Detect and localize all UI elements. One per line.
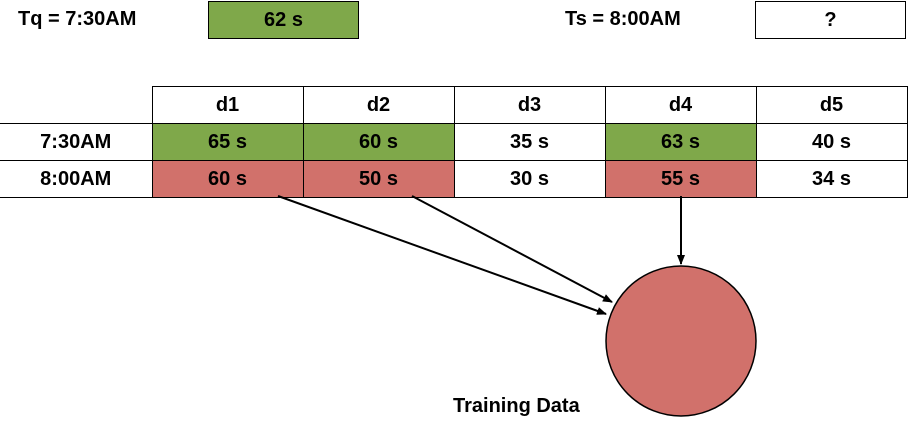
table-cell: 60 s	[151, 160, 304, 198]
row-label: 7:30AM	[0, 123, 153, 161]
tq-label: Tq = 7:30AM	[18, 8, 137, 30]
table-cell: 65 s	[151, 123, 304, 161]
tq-value-box: 62 s	[208, 1, 359, 39]
column-header: d2	[302, 86, 455, 124]
table-corner	[0, 86, 153, 124]
training-data-circle	[605, 265, 757, 417]
table-row: 8:00AM 60 s 50 s 30 s 55 s 34 s	[0, 160, 908, 198]
arrow-d2-to-training	[411, 195, 613, 303]
table-cell: 35 s	[453, 123, 606, 161]
column-header: d1	[151, 86, 304, 124]
ts-label: Ts = 8:00AM	[565, 8, 681, 30]
table-cell: 63 s	[604, 123, 757, 161]
row-label: 8:00AM	[0, 160, 153, 198]
travel-time-table: d1 d2 d3 d4 d5 7:30AM 65 s 60 s 35 s 63 …	[0, 86, 908, 198]
table-cell: 30 s	[453, 160, 606, 198]
table-cell: 50 s	[302, 160, 455, 198]
ts-value-box: ?	[755, 1, 906, 39]
arrow-d1-to-training	[277, 195, 607, 315]
training-data-label: Training Data	[453, 395, 580, 417]
table-cell: 40 s	[755, 123, 908, 161]
column-header: d3	[453, 86, 606, 124]
column-header: d5	[755, 86, 908, 124]
table-cell: 60 s	[302, 123, 455, 161]
table-cell: 55 s	[604, 160, 757, 198]
table-row: 7:30AM 65 s 60 s 35 s 63 s 40 s	[0, 123, 908, 161]
table-cell: 34 s	[755, 160, 908, 198]
